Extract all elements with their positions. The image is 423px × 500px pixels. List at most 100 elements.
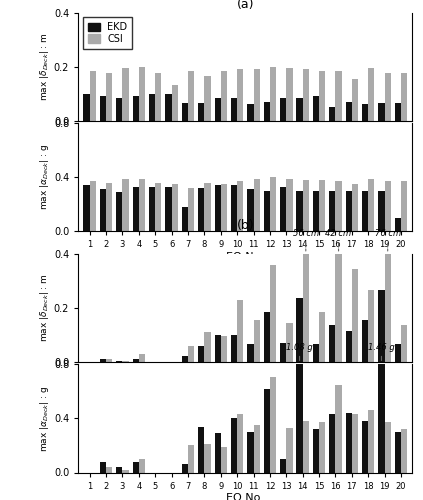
Bar	[329, 326, 335, 362]
Bar	[237, 70, 243, 120]
Bar	[297, 190, 303, 231]
Bar	[385, 254, 391, 362]
Bar	[280, 98, 286, 120]
Bar	[286, 68, 293, 120]
Bar	[253, 320, 260, 362]
Bar	[100, 190, 106, 231]
Bar	[401, 181, 407, 231]
Text: 42 cm: 42 cm	[325, 228, 352, 237]
Bar	[264, 312, 270, 362]
Bar	[264, 102, 270, 120]
Bar	[401, 326, 407, 362]
Bar	[303, 421, 309, 472]
Bar	[286, 322, 293, 362]
X-axis label: EQ No.: EQ No.	[226, 494, 264, 500]
Bar	[106, 467, 113, 472]
Bar	[264, 388, 270, 472]
Bar	[270, 376, 276, 472]
Bar	[270, 66, 276, 120]
Bar	[198, 103, 204, 120]
Bar	[346, 413, 352, 472]
Bar	[319, 180, 325, 231]
Bar	[286, 428, 293, 472]
Bar	[280, 459, 286, 472]
Y-axis label: max $|\delta_{Deck}|$ : m: max $|\delta_{Deck}|$ : m	[38, 274, 51, 342]
Bar	[352, 184, 358, 231]
Bar	[83, 94, 90, 120]
Text: 56 cm: 56 cm	[293, 228, 319, 237]
Bar	[231, 418, 237, 472]
Bar	[253, 178, 260, 231]
Bar	[231, 335, 237, 362]
Bar	[368, 290, 374, 362]
Bar	[368, 178, 374, 231]
Bar	[362, 421, 368, 472]
Bar	[165, 94, 172, 120]
Bar	[155, 182, 162, 231]
Bar	[237, 181, 243, 231]
Bar	[106, 74, 113, 120]
Bar	[303, 180, 309, 231]
Bar	[214, 186, 221, 231]
Text: 76 cm: 76 cm	[375, 228, 401, 237]
Bar	[270, 264, 276, 362]
Y-axis label: max $|\delta_{Deck}|$ : m: max $|\delta_{Deck}|$ : m	[38, 32, 51, 101]
Bar	[221, 70, 227, 120]
Bar	[188, 188, 194, 231]
Bar	[270, 177, 276, 231]
Bar	[346, 190, 352, 231]
Bar	[329, 107, 335, 120]
Bar	[264, 190, 270, 231]
Bar	[139, 354, 145, 362]
Bar	[106, 359, 113, 362]
Bar	[123, 470, 129, 472]
Bar	[100, 96, 106, 120]
Bar	[303, 70, 309, 120]
Bar	[198, 188, 204, 231]
X-axis label: EQ No.: EQ No.	[226, 252, 264, 262]
Bar	[297, 98, 303, 120]
Bar	[204, 76, 211, 120]
Bar	[182, 464, 188, 472]
Bar	[106, 182, 113, 231]
Bar	[378, 290, 385, 362]
Bar	[188, 70, 194, 120]
Bar	[313, 429, 319, 472]
Bar	[385, 74, 391, 120]
Bar	[155, 74, 162, 120]
Bar	[378, 190, 385, 231]
Bar	[313, 344, 319, 362]
Bar	[385, 181, 391, 231]
Bar	[297, 364, 303, 472]
Bar	[133, 186, 139, 231]
Bar	[335, 384, 342, 472]
Bar	[313, 190, 319, 231]
Bar	[247, 190, 253, 231]
Bar	[401, 74, 407, 120]
Title: (b): (b)	[236, 219, 254, 232]
Bar	[90, 70, 96, 120]
Bar	[395, 432, 401, 472]
Bar	[116, 192, 123, 231]
Text: 1.46 g: 1.46 g	[368, 343, 395, 352]
Bar	[362, 104, 368, 120]
Bar	[204, 444, 211, 472]
Bar	[346, 331, 352, 362]
Bar	[237, 414, 243, 472]
Bar	[247, 344, 253, 362]
Bar	[123, 68, 129, 120]
Bar	[221, 447, 227, 472]
Legend: EKD, CSI: EKD, CSI	[83, 18, 132, 49]
Bar	[368, 410, 374, 472]
Bar	[385, 422, 391, 472]
Bar	[346, 102, 352, 120]
Bar	[335, 254, 342, 362]
Bar	[378, 103, 385, 120]
Bar	[139, 459, 145, 472]
Bar	[352, 268, 358, 362]
Bar	[182, 103, 188, 120]
Bar	[319, 422, 325, 472]
Bar	[362, 190, 368, 231]
Bar	[286, 178, 293, 231]
Bar	[253, 425, 260, 472]
